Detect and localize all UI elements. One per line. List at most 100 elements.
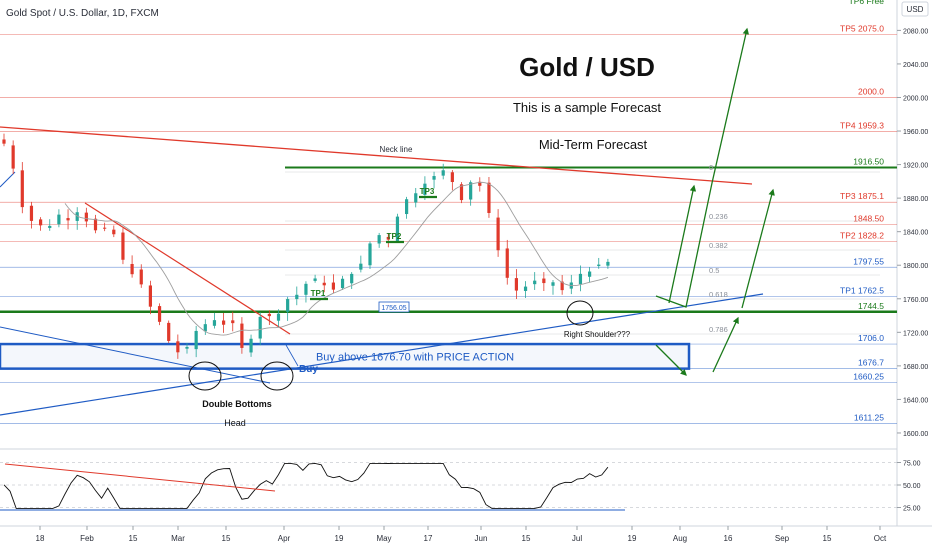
level-label: 1744.5: [858, 301, 884, 311]
buy-zone-box: [0, 342, 691, 370]
forecast-arrow-up-short: [712, 316, 739, 373]
level-label: TP5 2075.0: [840, 24, 884, 34]
forecast-arrow-top: [655, 27, 750, 308]
time-tick-label: 18: [36, 534, 45, 543]
candle-body: [588, 271, 592, 277]
price-tick-label: 1920.00: [903, 163, 928, 170]
time-tick-label: Aug: [673, 534, 687, 543]
forecast-arrow-up-mid: [668, 184, 697, 304]
tp-marker-label: TP3: [420, 187, 435, 196]
moving-average: [64, 181, 609, 336]
candle-body: [185, 346, 189, 349]
candle-body: [377, 235, 381, 244]
candle-body: [286, 299, 290, 312]
buy-pointer: [285, 344, 299, 367]
axes: 2080.002040.002000.001960.001920.001880.…: [36, 28, 929, 543]
time-tick-label: 15: [222, 534, 231, 543]
candle-body: [249, 338, 253, 353]
level-label: 1660.25: [853, 371, 884, 381]
candle-body: [157, 306, 162, 322]
candle-body: [304, 283, 308, 295]
level-label: 1916.50: [853, 157, 884, 167]
candle-body: [212, 320, 217, 326]
time-tick-label: Oct: [874, 534, 887, 543]
level-label: TP1 1762.5: [840, 286, 884, 296]
candle-body: [533, 280, 537, 285]
level-label: TP2 1828.2: [840, 231, 884, 241]
time-tick-label: 19: [628, 534, 637, 543]
candle-body: [139, 269, 143, 285]
left-trendline: [0, 171, 16, 188]
time-tick-label: 15: [823, 534, 832, 543]
level-label: 1611.25: [854, 413, 884, 423]
annotations: TP1 TP2 TP3 1756.05 Buy Double Bottoms Head Rig…: [188, 187, 631, 428]
price-tick-label: 1720.00: [903, 330, 928, 337]
fib-label: 0.618: [709, 290, 728, 299]
candle-body: [11, 145, 15, 169]
candle-body: [231, 320, 235, 324]
candle-body: [222, 320, 226, 325]
neck-line-label: Neck line: [380, 145, 413, 154]
candle-body: [2, 139, 6, 144]
candle-body: [487, 182, 491, 213]
headline-title: Gold / USD: [519, 52, 655, 82]
double-bottoms-label: Double Bottoms: [202, 399, 272, 409]
tp-marker-label: TP1: [311, 289, 326, 298]
candle-body: [597, 264, 601, 266]
candle-body: [359, 263, 363, 270]
buy-zone: Buy above 1676.70 with PRICE ACTION: [0, 342, 691, 370]
head-label: Head: [224, 418, 246, 428]
time-tick-label: Jun: [475, 534, 488, 543]
tp-marker-label: TP2: [387, 232, 402, 241]
price-tick-label: 2040.00: [903, 62, 928, 69]
buy-zone-label: Buy above 1676.70 with PRICE ACTION: [316, 351, 514, 363]
time-tick-label: 15: [129, 534, 138, 543]
candle-body: [203, 324, 207, 332]
level-label: TP6 Free: [849, 0, 885, 6]
candle-body: [505, 248, 509, 278]
candle-body: [276, 313, 281, 321]
moving-average-line: [64, 181, 609, 336]
candle-body: [112, 229, 116, 235]
price-tick-label: 1800.00: [903, 263, 928, 270]
candle-body: [496, 217, 500, 251]
candle-body: [103, 227, 107, 229]
candle-body: [48, 225, 52, 228]
price-tick-label: 1880.00: [903, 196, 928, 203]
candle-body: [386, 236, 390, 240]
headline-term: Mid-Term Forecast: [539, 137, 648, 152]
candle-body: [194, 330, 198, 350]
candle-body: [93, 218, 98, 231]
candle-body: [523, 286, 528, 291]
price-tag-label: 1756.05: [381, 305, 406, 312]
price-tag-box: [378, 301, 410, 313]
level-label: 1676.7: [858, 358, 884, 368]
candle-body: [441, 170, 445, 176]
time-tick-label: 17: [424, 534, 433, 543]
buy-label: Buy: [299, 364, 318, 375]
level-label: 1848.50: [853, 214, 884, 224]
candle-body: [313, 278, 317, 281]
fib-label: 0.382: [709, 241, 728, 250]
shoulder-circle: [566, 300, 594, 326]
time-tick-label: Mar: [171, 534, 185, 543]
candle-body: [258, 316, 262, 339]
candle-body: [20, 170, 24, 208]
forecast-arrow-up-long: [741, 188, 775, 309]
fib-label: 0.236: [709, 212, 728, 221]
currency-badge[interactable]: [901, 1, 929, 17]
rsi-panel: 75.00 50.00 25.00: [0, 461, 921, 513]
candle-body: [57, 214, 61, 225]
candle-body: [322, 282, 326, 286]
candle-body: [395, 216, 400, 241]
candle-body: [578, 273, 583, 285]
candle-body: [39, 219, 43, 226]
time-tick-label: 16: [724, 534, 733, 543]
rsi-line: [3, 462, 609, 509]
candle-body: [414, 193, 418, 203]
candle-body: [514, 278, 518, 291]
candle-body: [551, 282, 555, 286]
forecast-arrow-down: [655, 344, 687, 376]
